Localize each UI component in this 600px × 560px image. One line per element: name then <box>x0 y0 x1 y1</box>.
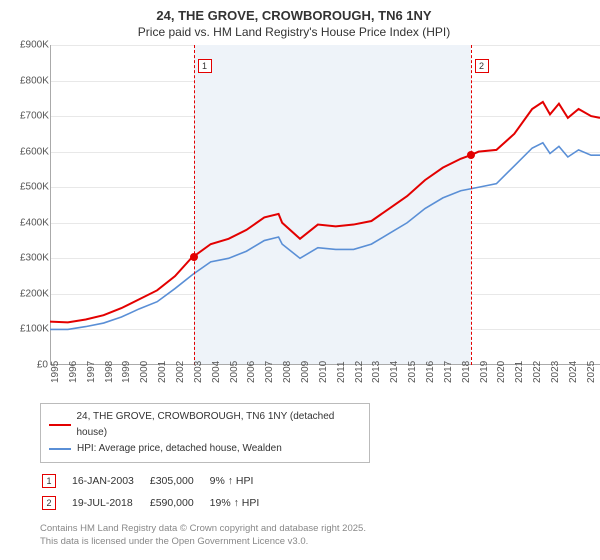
sale-date: 16-JAN-2003 <box>72 471 148 491</box>
sale-dot <box>467 151 475 159</box>
y-tick-label: £400K <box>20 217 48 228</box>
y-tick-label: £500K <box>20 182 48 193</box>
y-tick-label: £200K <box>20 288 48 299</box>
x-tick-label: 2025 <box>586 361 600 383</box>
sale-dot <box>190 253 198 261</box>
sales-table: 1 16-JAN-2003£305,0009% ↑ HPI 2 19-JUL-2018… <box>40 469 275 515</box>
series-property <box>50 102 600 322</box>
sale-date: 19-JUL-2018 <box>72 493 148 513</box>
sale-price: £590,000 <box>150 493 208 513</box>
y-tick-label: £800K <box>20 75 48 86</box>
sale-marker-line <box>471 45 472 365</box>
legend-label: HPI: Average price, detached house, Weal… <box>77 441 282 457</box>
sale-delta: 19% ↑ HPI <box>210 493 274 513</box>
series-hpi <box>50 143 600 330</box>
sale-delta: 9% ↑ HPI <box>210 471 274 491</box>
line-series <box>50 45 600 365</box>
sale-badge: 2 <box>42 496 56 510</box>
chart-subtitle: Price paid vs. HM Land Registry's House … <box>0 25 588 39</box>
table-row: 1 16-JAN-2003£305,0009% ↑ HPI <box>42 471 273 491</box>
y-tick-label: £600K <box>20 146 48 157</box>
sale-marker-line <box>194 45 195 365</box>
legend-label: 24, THE GROVE, CROWBOROUGH, TN6 1NY (det… <box>77 409 362 441</box>
y-tick-label: £100K <box>20 324 48 335</box>
sale-marker-badge: 2 <box>475 59 489 73</box>
attribution: Contains HM Land Registry data © Crown c… <box>40 523 588 549</box>
chart: £0£100K£200K£300K£400K£500K£600K£700K£80… <box>30 45 600 395</box>
y-tick-label: £300K <box>20 253 48 264</box>
footer-line-2: This data is licensed under the Open Gov… <box>40 536 588 549</box>
chart-title: 24, THE GROVE, CROWBOROUGH, TN6 1NY <box>0 8 588 23</box>
y-tick-label: £900K <box>20 40 48 51</box>
sale-badge: 1 <box>42 474 56 488</box>
sale-price: £305,000 <box>150 471 208 491</box>
legend-swatch <box>49 424 71 426</box>
y-tick-label: £700K <box>20 111 48 122</box>
legend-item: HPI: Average price, detached house, Weal… <box>49 441 361 457</box>
legend: 24, THE GROVE, CROWBOROUGH, TN6 1NY (det… <box>40 403 370 463</box>
legend-item: 24, THE GROVE, CROWBOROUGH, TN6 1NY (det… <box>49 409 361 441</box>
sale-marker-badge: 1 <box>198 59 212 73</box>
legend-swatch <box>49 448 71 450</box>
footer-line-1: Contains HM Land Registry data © Crown c… <box>40 523 588 536</box>
table-row: 2 19-JUL-2018£590,00019% ↑ HPI <box>42 493 273 513</box>
y-tick-label: £0 <box>20 360 48 371</box>
